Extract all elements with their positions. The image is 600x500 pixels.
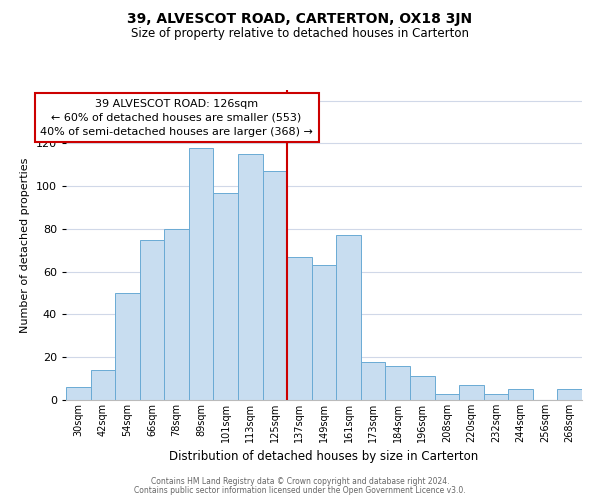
Bar [66,387,91,400]
Text: Contains public sector information licensed under the Open Government Licence v3: Contains public sector information licen… [134,486,466,495]
Bar [263,171,287,400]
X-axis label: Distribution of detached houses by size in Carterton: Distribution of detached houses by size … [169,450,479,464]
Bar [140,240,164,400]
Bar [336,236,361,400]
Bar [459,385,484,400]
Bar [385,366,410,400]
Bar [189,148,214,400]
Text: 39 ALVESCOT ROAD: 126sqm
← 60% of detached houses are smaller (553)
40% of semi-: 39 ALVESCOT ROAD: 126sqm ← 60% of detach… [40,98,313,136]
Text: 39, ALVESCOT ROAD, CARTERTON, OX18 3JN: 39, ALVESCOT ROAD, CARTERTON, OX18 3JN [127,12,473,26]
Bar [557,390,582,400]
Bar [434,394,459,400]
Bar [312,266,336,400]
Bar [484,394,508,400]
Bar [164,229,189,400]
Bar [410,376,434,400]
Bar [238,154,263,400]
Y-axis label: Number of detached properties: Number of detached properties [20,158,30,332]
Bar [91,370,115,400]
Bar [115,293,140,400]
Bar [287,257,312,400]
Text: Size of property relative to detached houses in Carterton: Size of property relative to detached ho… [131,28,469,40]
Bar [214,192,238,400]
Text: Contains HM Land Registry data © Crown copyright and database right 2024.: Contains HM Land Registry data © Crown c… [151,477,449,486]
Bar [361,362,385,400]
Bar [508,390,533,400]
